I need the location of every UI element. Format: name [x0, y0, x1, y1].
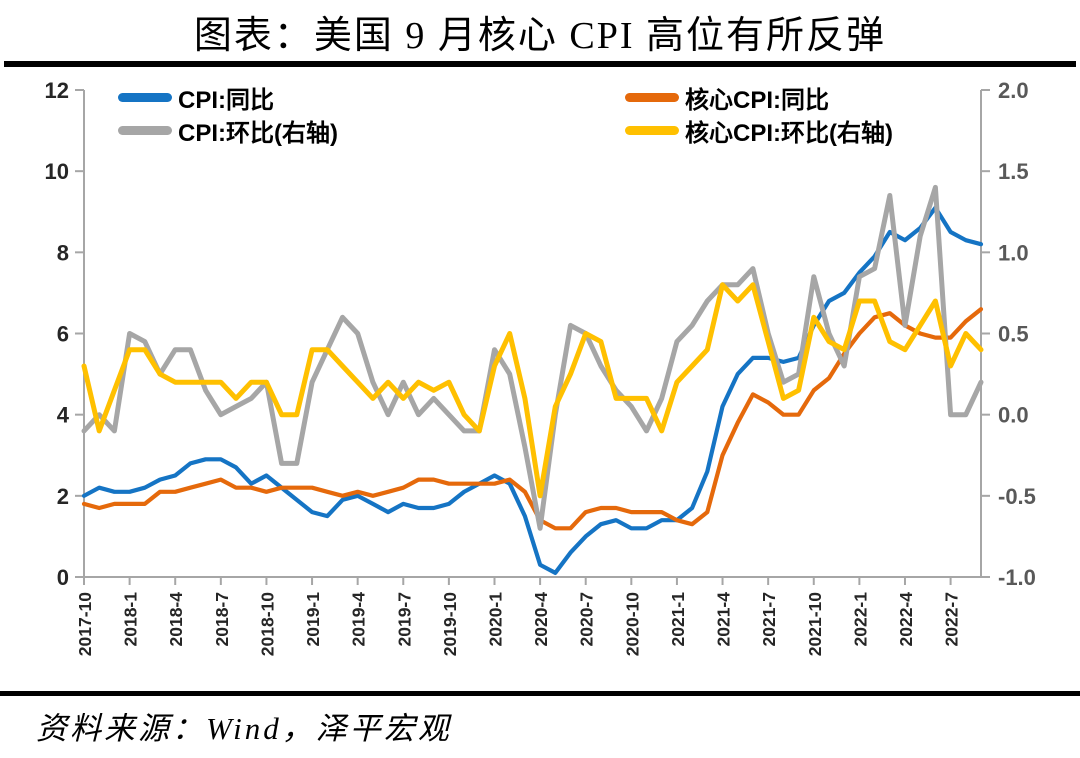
x-axis-tick-label: 2020-7 [577, 592, 597, 647]
x-axis-tick-label: 2019-10 [440, 592, 460, 656]
y-axis-right-tick-label: 1.5 [998, 159, 1029, 184]
legend-swatch-core-cpi-yoy [625, 92, 679, 102]
x-axis-tick-label: 2018-7 [212, 592, 232, 647]
x-axis-tick-label: 2021-10 [805, 592, 825, 656]
source-divider [0, 691, 1080, 696]
legend-label-core-cpi-yoy: 核心CPI:同比 [685, 86, 829, 114]
y-axis-left-tick-label: 8 [57, 240, 69, 265]
series-line-1 [81, 307, 984, 531]
legend-label-cpi-mom: CPI:环比(右轴) [178, 119, 338, 147]
series-line-0 [81, 205, 984, 576]
x-axis-tick-label: 2021-4 [714, 592, 734, 647]
source-note: 资料来源：Wind，泽平宏观 [36, 711, 452, 746]
legend-swatch-cpi-yoy [118, 92, 172, 102]
y-axis-right-tick-label: -0.5 [998, 484, 1036, 509]
y-axis-right-tick-label: -1.0 [998, 565, 1036, 590]
x-axis-tick-label: 2022-4 [896, 592, 916, 647]
x-axis-tick-label: 2021-1 [668, 592, 688, 647]
legend-item-cpi-mom: CPI:环比(右轴) [118, 116, 338, 147]
y-axis-right-tick-label: 0.0 [998, 403, 1029, 428]
y-axis-left-tick-label: 6 [57, 322, 69, 347]
x-axis-tick-label: 2020-4 [531, 592, 551, 647]
x-axis-tick-label: 2020-10 [622, 592, 642, 656]
legend-label-cpi-yoy: CPI:同比 [178, 86, 274, 114]
legend-item-cpi-yoy: CPI:同比 [118, 83, 274, 114]
x-axis-tick-label: 2017-10 [75, 592, 95, 656]
y-axis-left-tick-label: 2 [57, 484, 69, 509]
title-divider [4, 61, 1076, 67]
y-axis-left-tick-label: 12 [45, 78, 69, 103]
x-axis-tick-label: 2018-4 [166, 592, 186, 647]
legend-label-core-cpi-mom: 核心CPI:环比(右轴) [685, 119, 893, 147]
series-line-3 [81, 282, 984, 499]
y-axis-left-tick-label: 0 [57, 565, 69, 590]
x-axis-tick-label: 2020-1 [485, 592, 505, 647]
legend-swatch-cpi-mom [118, 125, 172, 135]
x-axis-tick-label: 2019-4 [349, 592, 369, 647]
y-axis-right-tick-label: 0.5 [998, 322, 1029, 347]
x-axis-tick-label: 2021-7 [759, 592, 779, 647]
y-axis-right-tick-label: 2.0 [998, 78, 1029, 103]
x-axis-tick-label: 2019-1 [303, 592, 323, 647]
series-line-2 [81, 184, 984, 531]
chart-title: 图表：美国 9 月核心 CPI 高位有所反弹 [193, 15, 887, 57]
x-axis-tick-label: 2022-7 [942, 592, 962, 647]
y-axis-left-tick-label: 10 [45, 159, 69, 184]
y-axis-left-tick-label: 4 [57, 403, 70, 428]
x-axis-tick-label: 2022-1 [850, 592, 870, 647]
x-axis-tick-label: 2018-1 [121, 592, 141, 647]
legend-swatch-core-cpi-mom [625, 125, 679, 135]
y-axis-right-tick-label: 1.0 [998, 240, 1029, 265]
x-axis-tick-label: 2019-7 [394, 592, 414, 647]
legend-item-core-cpi-yoy: 核心CPI:同比 [625, 83, 829, 114]
x-axis-tick-label: 2018-10 [257, 592, 277, 656]
legend-item-core-cpi-mom: 核心CPI:环比(右轴) [625, 116, 893, 147]
